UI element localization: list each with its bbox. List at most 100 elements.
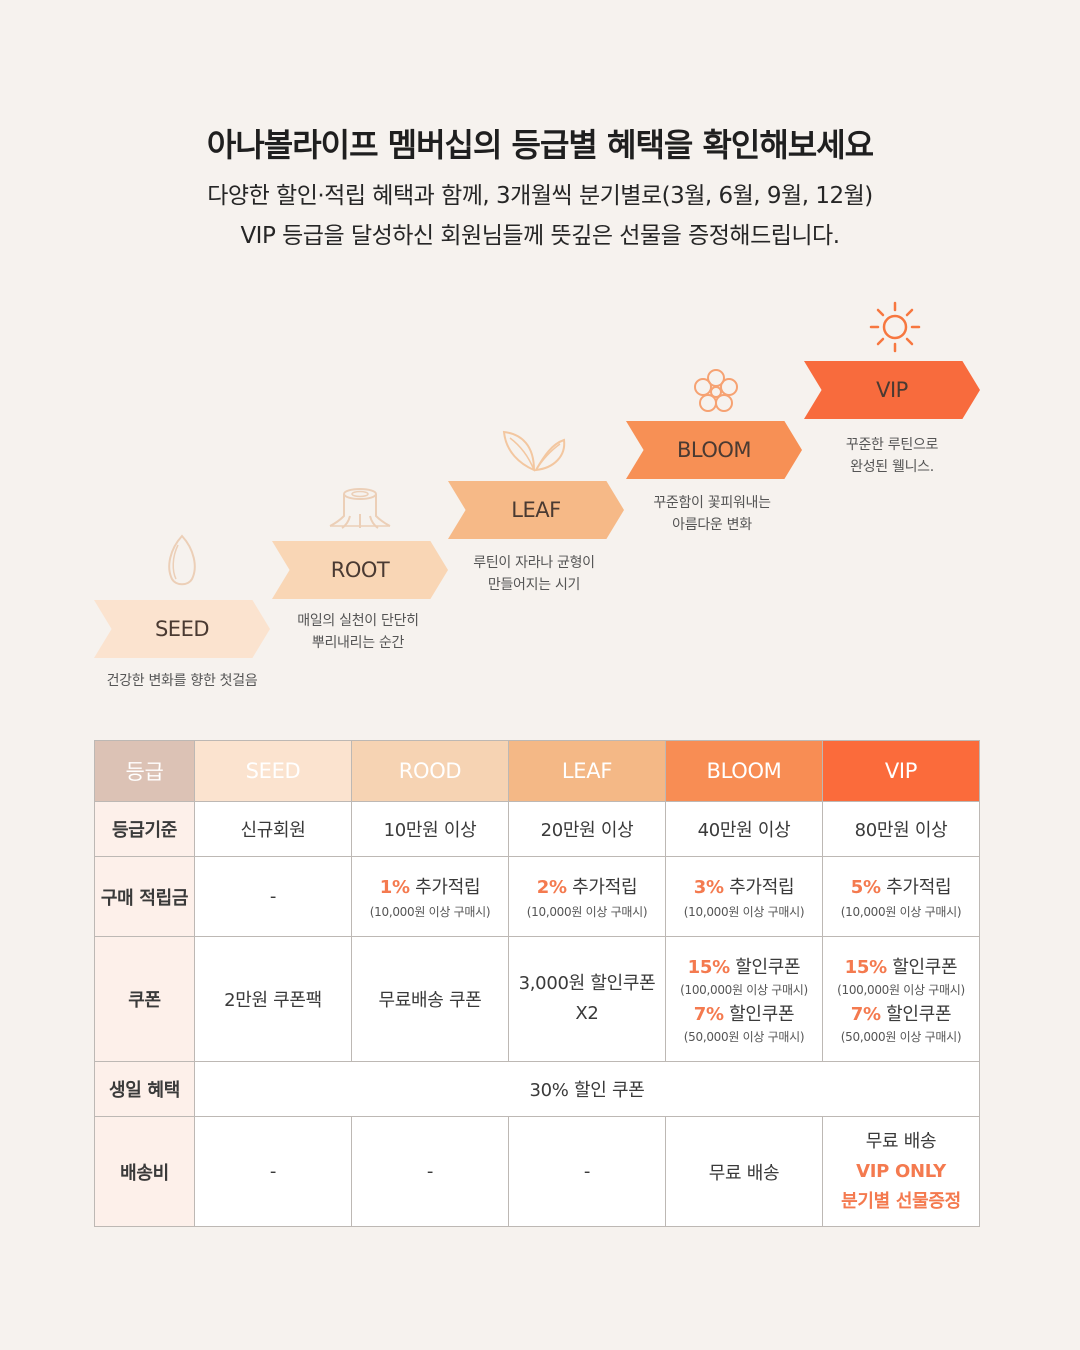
coupon-bloom-big-rate: 15% (687, 957, 730, 978)
points-bloom: 3% 추가적립 (10,000원 이상 구매시) (665, 856, 823, 937)
points-vip-rate: 5% (850, 877, 881, 898)
coupon-vip-small-note: (50,000원 이상 구매시) (840, 1030, 962, 1044)
points-root-rate: 1% (379, 877, 410, 898)
points-root-note: (10,000원 이상 구매시) (369, 905, 491, 919)
row-label-points: 구매 적립금 (94, 856, 195, 937)
coupon-leaf-line2: X2 (575, 1003, 599, 1024)
stage-desc-seed-line1: 건강한 변화를 향한 첫걸음 (106, 673, 258, 689)
table-row-coupon: 쿠폰 2만원 쿠폰팩 무료배송 쿠폰 3,000원 할인쿠폰 X2 15% 할인… (94, 936, 980, 1062)
points-leaf-suffix: 추가적립 (572, 877, 638, 898)
points-vip-suffix: 추가적립 (886, 877, 952, 898)
stage-arrow-bloom: BLOOM (626, 421, 802, 479)
header-cell-bloom: BLOOM (665, 740, 823, 802)
coupon-vip-small-rate: 7% (850, 1004, 881, 1025)
stage-desc-seed: 건강한 변화를 향한 첫걸음 (82, 670, 282, 692)
table-row-points: 구매 적립금 - 1% 추가적립 (10,000원 이상 구매시) 2% 추가적… (94, 856, 980, 937)
coupon-seed: 2만원 쿠폰팩 (194, 936, 352, 1062)
stage-label-bloom: BLOOM (676, 438, 752, 462)
shipping-vip-line2: VIP ONLY (856, 1160, 946, 1182)
row-label-criteria: 등급기준 (94, 801, 195, 857)
points-bloom-suffix: 추가적립 (729, 877, 795, 898)
shipping-leaf: - (508, 1116, 666, 1227)
header-cell-root: ROOD (351, 740, 509, 802)
header-cell-leaf: LEAF (508, 740, 666, 802)
subtitle-line-2: VIP 등급을 달성하신 회원님들께 뜻깊은 선물을 증정해드립니다. (240, 223, 840, 249)
stage-label-root: ROOT (330, 558, 390, 582)
page-subtitle: 다양한 할인·적립 혜택과 함께, 3개월씩 분기별로(3월, 6월, 9월, … (0, 176, 1080, 256)
stage-desc-vip-line1: 꾸준한 루틴으로 (845, 437, 939, 453)
stage-desc-vip-line2: 완성된 웰니스. (850, 459, 934, 475)
header-cell-vip: VIP (822, 740, 980, 802)
shipping-seed: - (194, 1116, 352, 1227)
table-row-shipping: 배송비 - - - 무료 배송 무료 배송 VIP ONLY 분기별 선물증정 (94, 1116, 980, 1227)
criteria-root: 10만원 이상 (351, 801, 509, 857)
shipping-root: - (351, 1116, 509, 1227)
header-cell-seed: SEED (194, 740, 352, 802)
row-label-shipping: 배송비 (94, 1116, 195, 1227)
stage-arrow-vip: VIP (804, 361, 980, 419)
points-bloom-rate: 3% (693, 877, 724, 898)
criteria-bloom: 40만원 이상 (665, 801, 823, 857)
header-cell-grade: 등급 (94, 740, 195, 802)
coupon-bloom-big-note: (100,000원 이상 구매시) (680, 983, 808, 997)
grade-benefits-table: 등급 SEED ROOD LEAF BLOOM VIP 등급기준 신규회원 10… (94, 740, 980, 1227)
stage-desc-root-line2: 뿌리내리는 순간 (311, 635, 405, 651)
coupon-root: 무료배송 쿠폰 (351, 936, 509, 1062)
criteria-leaf: 20만원 이상 (508, 801, 666, 857)
points-vip-note: (10,000원 이상 구매시) (840, 905, 962, 919)
stage-desc-root: 매일의 실천이 단단히 뿌리내리는 순간 (258, 610, 458, 654)
stage-arrow-seed: SEED (94, 600, 270, 658)
row-label-coupon: 쿠폰 (94, 936, 195, 1062)
stage-arrow-root: ROOT (272, 541, 448, 599)
points-leaf-note: (10,000원 이상 구매시) (526, 905, 648, 919)
stage-desc-bloom: 꾸준함이 꽃피워내는 아름다운 변화 (612, 492, 812, 536)
points-bloom-note: (10,000원 이상 구매시) (683, 905, 805, 919)
coupon-vip-small-text: 할인쿠폰 (886, 1004, 952, 1025)
sun-icon (869, 301, 921, 353)
stage-desc-leaf: 루틴이 자라나 균형이 만들어지는 시기 (434, 552, 634, 596)
stage-label-leaf: LEAF (511, 498, 561, 522)
points-leaf: 2% 추가적립 (10,000원 이상 구매시) (508, 856, 666, 937)
shipping-vip-line1: 무료 배송 (865, 1130, 937, 1152)
stage-label-vip: VIP (876, 378, 908, 402)
stage-arrow-leaf: LEAF (448, 481, 624, 539)
points-root: 1% 추가적립 (10,000원 이상 구매시) (351, 856, 509, 937)
coupon-vip-big-note: (100,000원 이상 구매시) (837, 983, 965, 997)
shipping-vip: 무료 배송 VIP ONLY 분기별 선물증정 (822, 1116, 980, 1227)
stage-desc-leaf-line2: 만들어지는 시기 (487, 577, 581, 593)
stage-desc-root-line1: 매일의 실천이 단단히 (297, 613, 419, 629)
coupon-vip-big-text: 할인쿠폰 (892, 957, 958, 978)
row-label-birthday: 생일 혜택 (94, 1061, 195, 1117)
table-row-birthday: 생일 혜택 30% 할인 쿠폰 (94, 1061, 980, 1117)
coupon-bloom-big-text: 할인쿠폰 (735, 957, 801, 978)
coupon-vip: 15% 할인쿠폰 (100,000원 이상 구매시) 7% 할인쿠폰 (50,0… (822, 936, 980, 1062)
coupon-bloom-small-note: (50,000원 이상 구매시) (683, 1030, 805, 1044)
table-row-criteria: 등급기준 신규회원 10만원 이상 20만원 이상 40만원 이상 80만원 이… (94, 801, 980, 857)
criteria-seed: 신규회원 (194, 801, 352, 857)
flower-icon (694, 369, 738, 412)
points-leaf-rate: 2% (536, 877, 567, 898)
stage-desc-leaf-line1: 루틴이 자라나 균형이 (473, 555, 595, 571)
shipping-bloom: 무료 배송 (665, 1116, 823, 1227)
stage-desc-bloom-line2: 아름다운 변화 (672, 517, 752, 533)
points-root-suffix: 추가적립 (415, 877, 481, 898)
page-title: 아나볼라이프 멤버십의 등급별 혜택을 확인해보세요 (206, 126, 874, 164)
points-vip: 5% 추가적립 (10,000원 이상 구매시) (822, 856, 980, 937)
stage-desc-bloom-line1: 꾸준함이 꽃피워내는 (653, 495, 771, 511)
subtitle-line-1: 다양한 할인·적립 혜택과 함께, 3개월씩 분기별로(3월, 6월, 9월, … (207, 183, 873, 209)
coupon-bloom-small-text: 할인쿠폰 (729, 1004, 795, 1025)
coupon-bloom-small-rate: 7% (693, 1004, 724, 1025)
coupon-vip-big-rate: 15% (844, 957, 887, 978)
coupon-leaf-line1: 3,000원 할인쿠폰 (518, 973, 656, 994)
points-seed: - (194, 856, 352, 937)
coupon-leaf: 3,000원 할인쿠폰 X2 (508, 936, 666, 1062)
stage-label-seed: SEED (154, 617, 210, 641)
stage-desc-vip: 꾸준한 루틴으로 완성된 웰니스. (792, 434, 992, 478)
seed-icon (168, 534, 196, 586)
table-header-row: 등급 SEED ROOD LEAF BLOOM VIP (94, 740, 980, 802)
leaf-icon (502, 430, 566, 472)
birthday-value: 30% 할인 쿠폰 (194, 1061, 980, 1117)
criteria-vip: 80만원 이상 (822, 801, 980, 857)
shipping-vip-line3: 분기별 선물증정 (841, 1190, 961, 1212)
stump-icon (329, 488, 391, 529)
